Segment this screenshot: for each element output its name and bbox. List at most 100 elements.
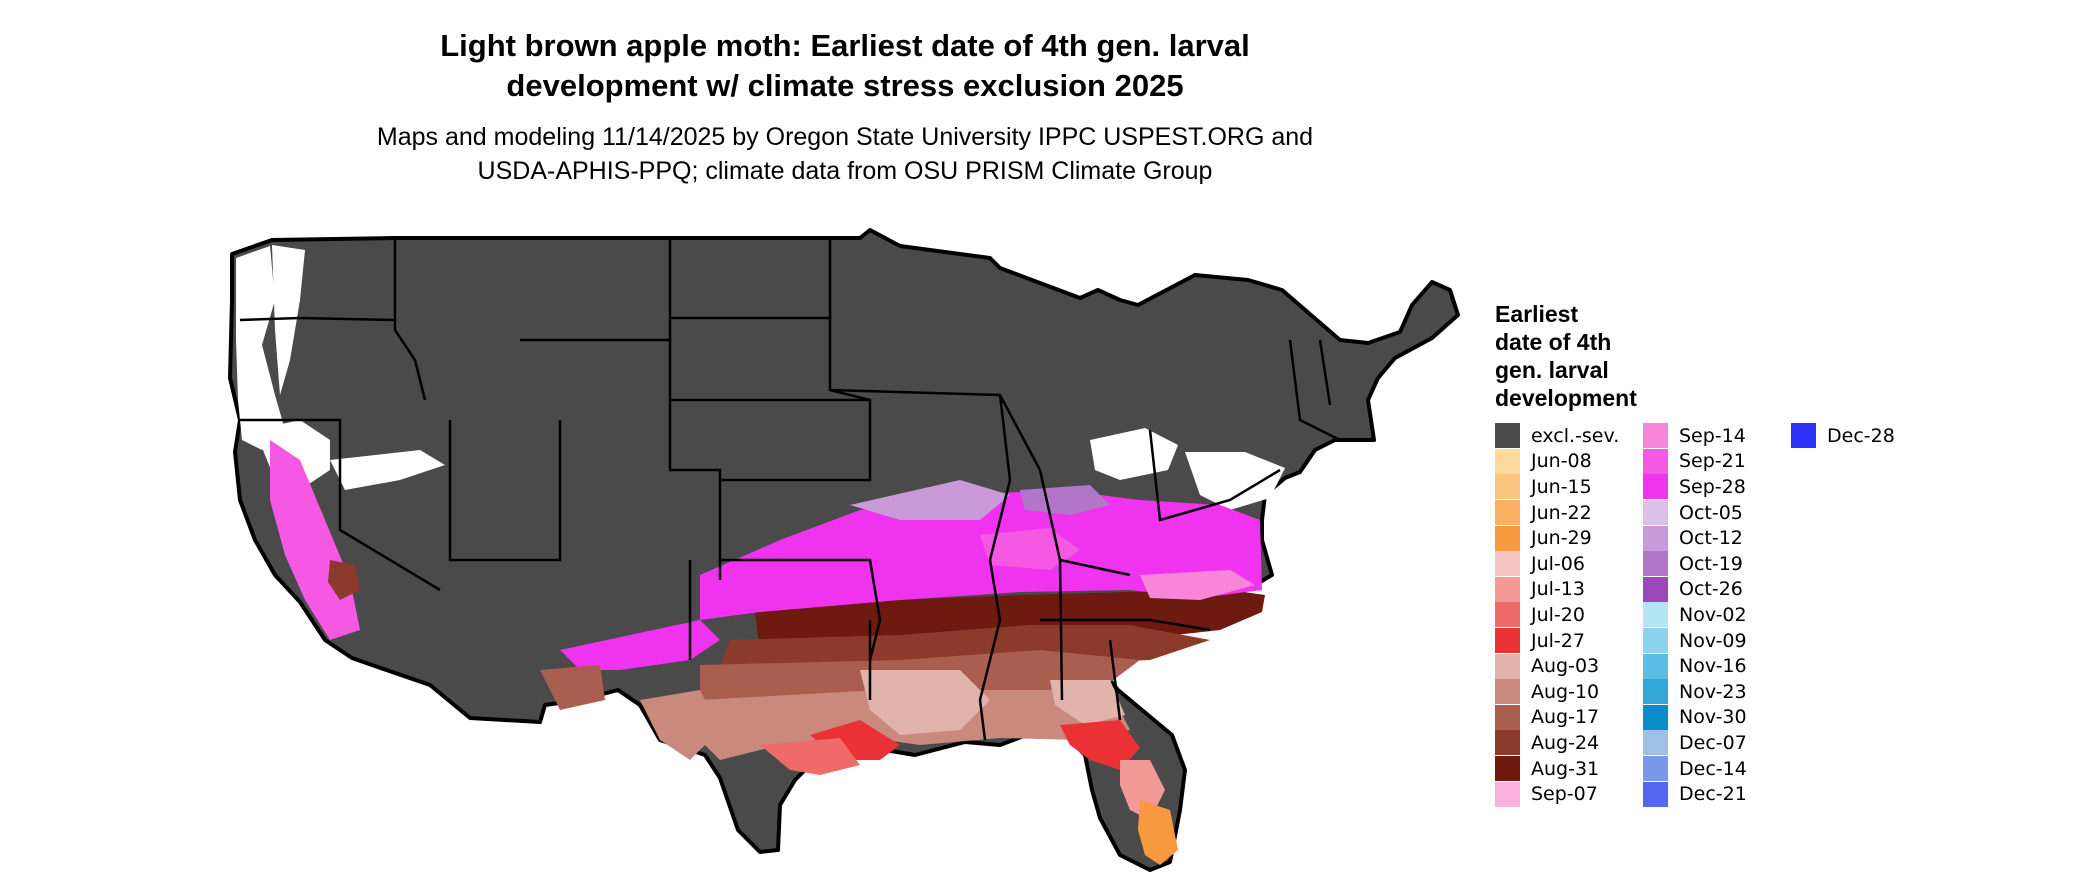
legend-swatch — [1495, 525, 1520, 551]
legend-title-line: development — [1495, 385, 1637, 411]
legend-label: Nov-09 — [1679, 629, 1747, 652]
legend-swatch — [1495, 500, 1520, 526]
legend-label: Jun-29 — [1531, 527, 1592, 550]
legend-swatch — [1643, 781, 1668, 807]
legend-swatch — [1643, 576, 1668, 602]
legend-column-1: excl.-sev. Jun-08 Jun-15 Jun-22 Jun-29 Jul-06… — [1495, 423, 1619, 807]
legend-item: Jun-08 — [1495, 448, 1619, 475]
legend-swatch — [1495, 423, 1520, 449]
border-northeast — [1288, 339, 1341, 442]
state-borders — [239, 238, 1341, 741]
legend-column-3: Dec-28 — [1791, 423, 1895, 449]
map-title-line2: development w/ climate stress exclusion … — [506, 68, 1184, 103]
legend-item: Dec-07 — [1643, 730, 1747, 756]
legend-label: Jun-08 — [1531, 450, 1592, 473]
legend-swatch — [1495, 704, 1520, 730]
legend-label: Jul-20 — [1531, 603, 1585, 626]
zone-sep-14 — [1140, 570, 1255, 600]
legend-label: Jun-22 — [1531, 501, 1592, 524]
legend-item: Oct-05 — [1643, 500, 1747, 526]
zone-az-strip — [540, 665, 605, 710]
border-southeast — [1040, 618, 1211, 721]
legend-label: Jun-15 — [1531, 475, 1592, 498]
legend-item: Sep-07 — [1495, 781, 1619, 807]
zone-jun-29 — [1138, 800, 1178, 865]
legend-item: Nov-30 — [1643, 704, 1747, 731]
legend-item: Nov-09 — [1643, 628, 1747, 654]
zone-aug-03-b — [1050, 680, 1125, 725]
legend-item: Jul-27 — [1495, 628, 1619, 654]
nd-zone-great-basin — [330, 450, 445, 490]
legend-swatch — [1643, 551, 1668, 577]
legend-item: Nov-16 — [1643, 653, 1747, 679]
legend-swatch — [1643, 730, 1668, 756]
zone-jul-27-b — [1060, 720, 1140, 770]
legend-swatch — [1495, 679, 1520, 705]
legend-item: Aug-31 — [1495, 756, 1619, 782]
map-title-line1: Light brown apple moth: Earliest date of… — [440, 28, 1250, 63]
zone-sep-28 — [700, 490, 1262, 620]
zone-ca-interior — [328, 560, 360, 600]
legend-swatch — [1495, 756, 1520, 782]
legend-label: Nov-02 — [1679, 603, 1747, 626]
legend-item: Jul-20 — [1495, 602, 1619, 628]
legend-item: Nov-02 — [1643, 602, 1747, 628]
legend-item: Oct-26 — [1643, 576, 1747, 603]
border-wa-or — [239, 316, 396, 322]
legend-item: Jun-15 — [1495, 474, 1619, 500]
legend-label: Sep-07 — [1531, 783, 1598, 806]
legend-label: Dec-07 — [1679, 731, 1747, 754]
border-ut — [448, 420, 562, 562]
legend-label: Aug-24 — [1531, 731, 1600, 754]
legend-label: Oct-26 — [1679, 578, 1743, 601]
legend-label: Aug-10 — [1531, 680, 1600, 703]
map-title: Light brown apple moth: Earliest date of… — [0, 26, 1690, 106]
legend-label: Jul-13 — [1531, 578, 1585, 601]
legend-swatch — [1495, 551, 1520, 577]
zone-oct-12 — [850, 480, 1010, 520]
nd-zone-appalachia — [1185, 452, 1285, 510]
legend-swatch — [1643, 704, 1668, 730]
legend-swatch — [1643, 653, 1668, 679]
zone-jul-20 — [760, 738, 860, 775]
legend-item: Oct-19 — [1643, 551, 1747, 577]
legend-label: Oct-05 — [1679, 501, 1743, 524]
legend-swatch — [1495, 448, 1520, 474]
legend-swatch — [1643, 602, 1668, 628]
legend-swatch — [1643, 628, 1668, 654]
map-subtitle: Maps and modeling 11/14/2025 by Oregon S… — [0, 120, 1690, 188]
legend-title-line: Earliest — [1495, 301, 1579, 327]
legend-swatch — [1643, 679, 1668, 705]
legend-column-2: Sep-14 Sep-21 Sep-28 Oct-05 Oct-12 Oct-19 Oct-… — [1643, 423, 1747, 807]
southeast-development-zone — [700, 590, 1265, 865]
magenta-development-band — [700, 480, 1262, 620]
legend-label: Oct-19 — [1679, 552, 1743, 575]
legend-item: Jun-29 — [1495, 525, 1619, 551]
legend-label: excl.-sev. — [1531, 424, 1620, 447]
legend-label: Dec-21 — [1679, 783, 1747, 806]
legend-item: Sep-28 — [1643, 474, 1747, 500]
map-subtitle-line1: Maps and modeling 11/14/2025 by Oregon S… — [376, 123, 1314, 151]
border-plains — [670, 398, 872, 482]
legend-title: Earliest date of 4th gen. larval develop… — [1495, 300, 1637, 412]
legend-label: Nov-30 — [1679, 706, 1747, 729]
legend-label: Jul-06 — [1531, 552, 1585, 575]
legend-swatch — [1643, 423, 1668, 449]
legend-swatch — [1495, 576, 1520, 602]
border-ohio-valley — [1038, 469, 1131, 701]
nd-zone-ohio-valley — [1090, 428, 1178, 480]
legend-swatch — [1643, 448, 1668, 474]
legend-swatch — [1495, 474, 1520, 500]
legend-item: Jun-22 — [1495, 500, 1619, 526]
legend-item: Oct-12 — [1643, 525, 1747, 551]
legend-swatch — [1495, 781, 1520, 807]
zone-sw-magenta — [560, 620, 720, 670]
legend-title-line: date of 4th — [1495, 329, 1612, 355]
legend-label: Dec-28 — [1827, 424, 1895, 447]
border-east-coast — [1148, 429, 1281, 522]
border-kansas-ok — [720, 558, 882, 661]
legend-label: Sep-21 — [1679, 450, 1746, 473]
border-mississippi — [978, 394, 1012, 741]
legend-label: Oct-12 — [1679, 527, 1743, 550]
legend-title-line: gen. larval — [1495, 357, 1609, 383]
